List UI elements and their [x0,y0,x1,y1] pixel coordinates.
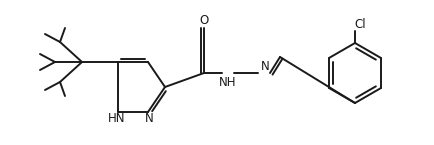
Text: Cl: Cl [354,18,366,30]
Text: O: O [199,14,209,28]
Text: HN: HN [108,113,126,126]
Text: N: N [261,59,270,72]
Text: N: N [145,113,153,126]
Text: NH: NH [219,77,237,89]
